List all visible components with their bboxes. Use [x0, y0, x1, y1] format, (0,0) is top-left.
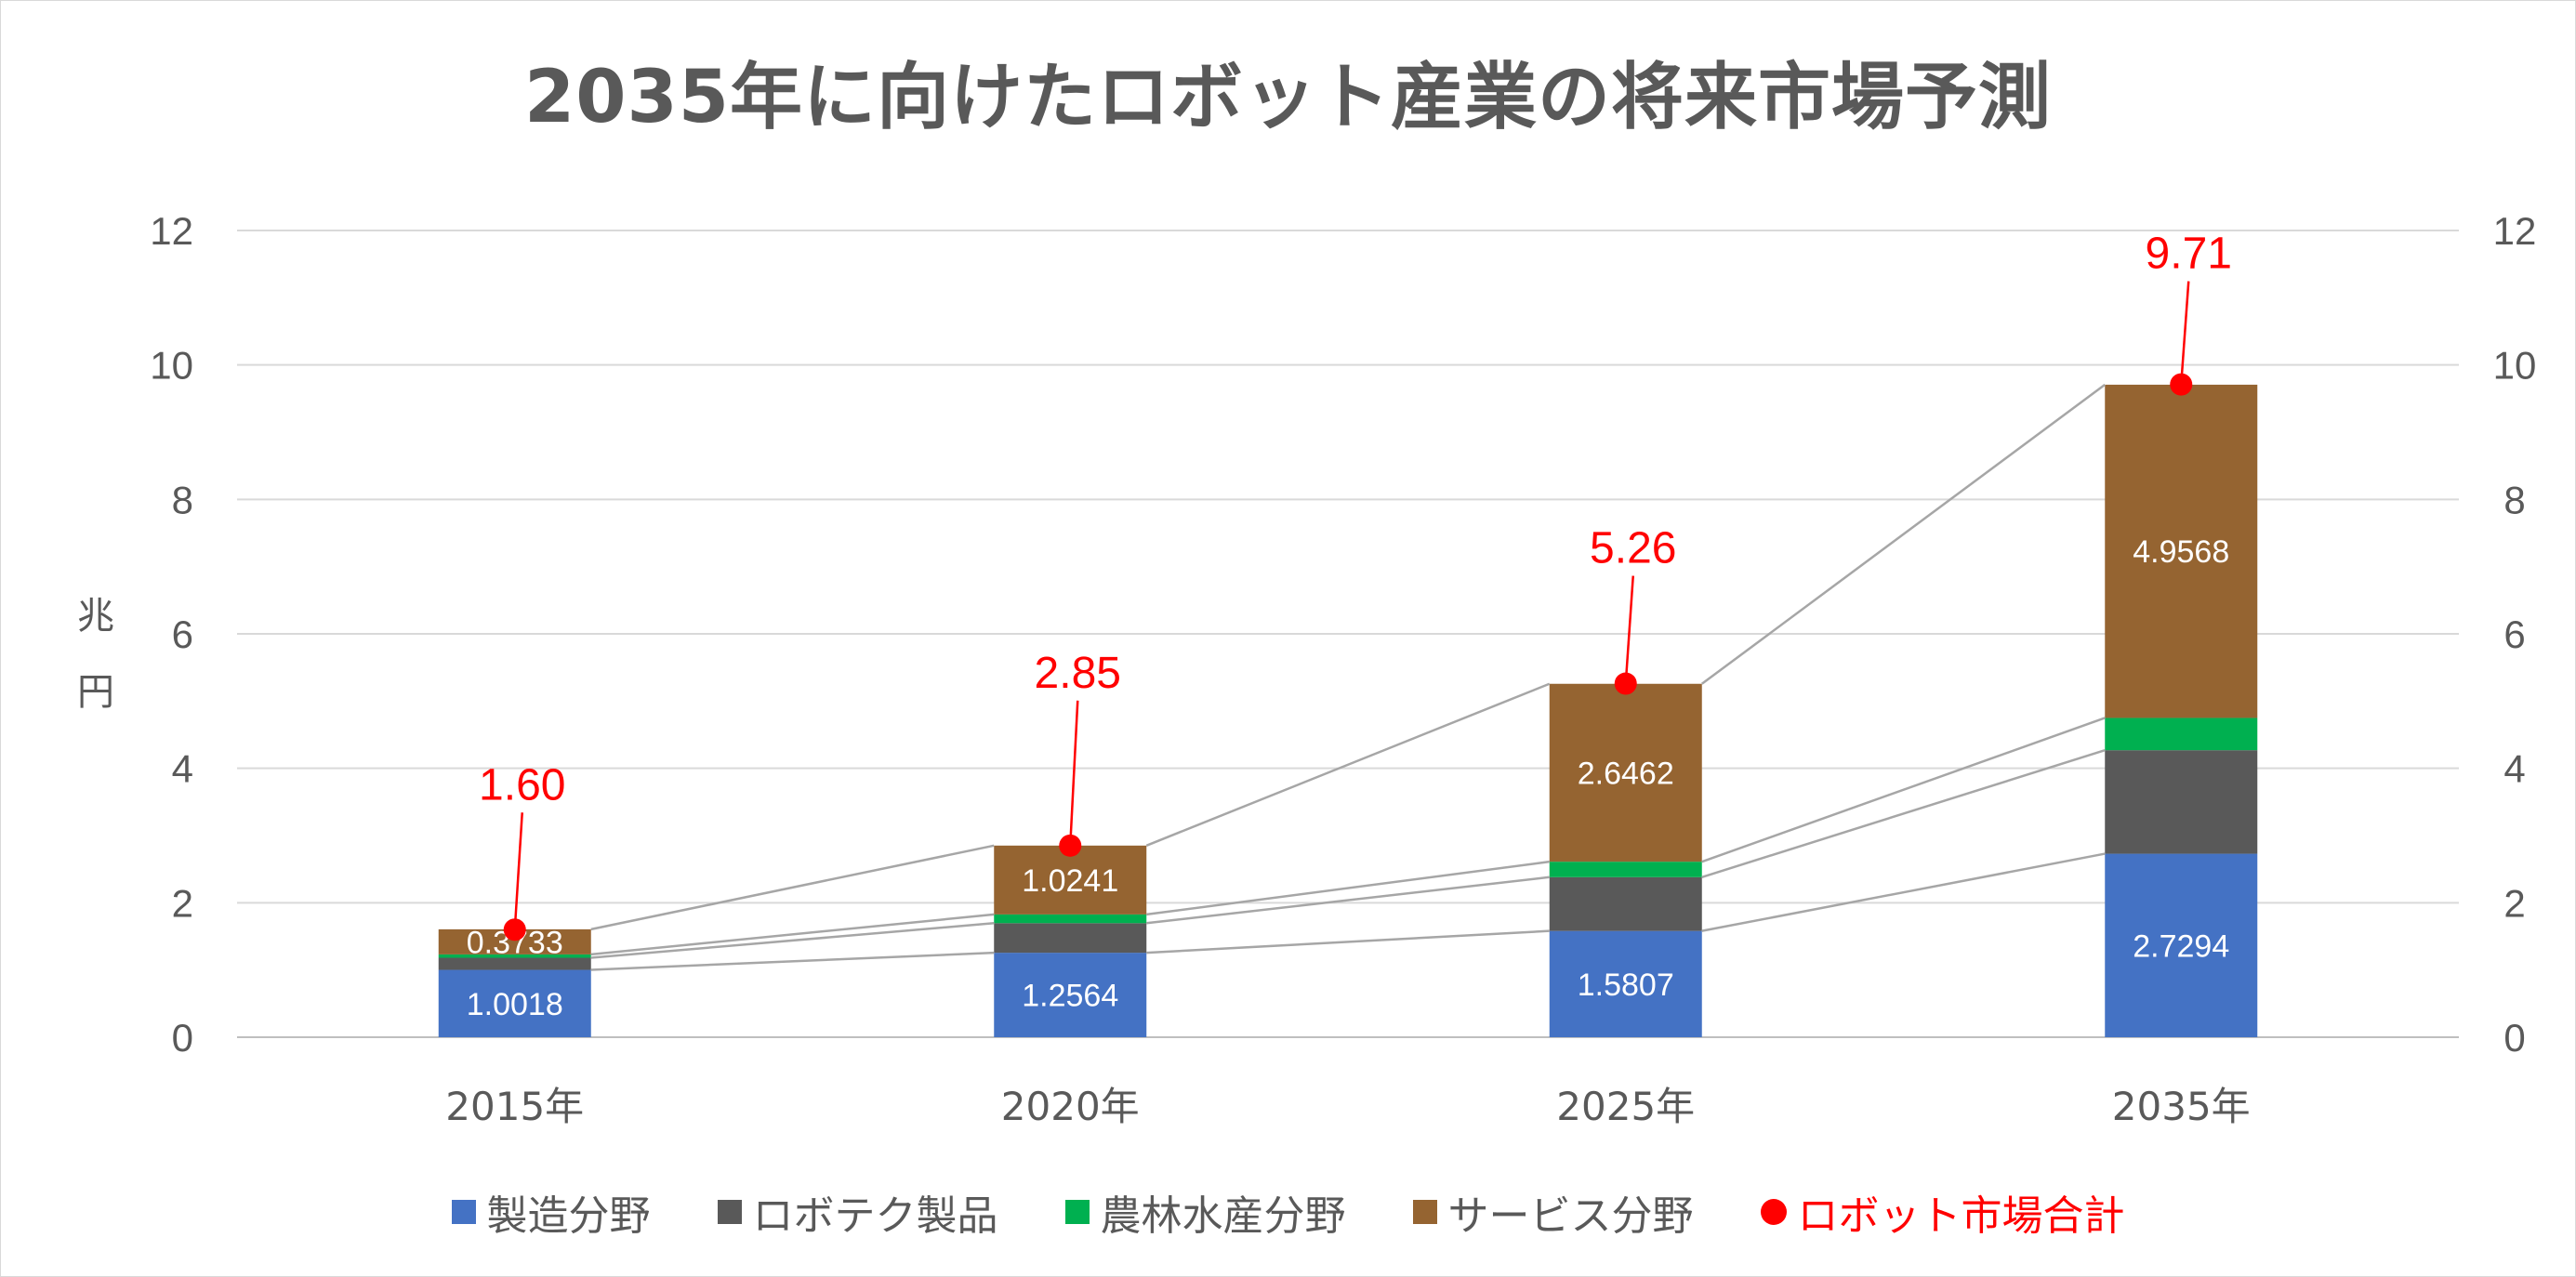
legend-item: サービス分野 — [1412, 1182, 1694, 1242]
series-line — [1145, 682, 1551, 847]
bar-value-label: 2.6462 — [1578, 756, 1674, 791]
x-tick-label: 2025年 — [1556, 1084, 1695, 1129]
y-tick-label: 8 — [172, 478, 193, 521]
legend-item: 農林水産分野 — [1064, 1182, 1346, 1242]
y-axis-label-char: 円 — [77, 671, 114, 714]
bar-segment — [994, 923, 1147, 954]
bars — [438, 384, 2258, 1037]
total-marker — [2170, 373, 2193, 396]
legend-label: サービス分野 — [1447, 1192, 1694, 1240]
series-line — [1701, 852, 2106, 932]
total-leader-line — [1624, 575, 1634, 684]
total-value-label: 2.85 — [1035, 649, 1121, 698]
legend-label: ロボテク製品 — [752, 1192, 998, 1240]
secondary-y-tick-label: 10 — [2493, 344, 2537, 388]
bar-segment — [2105, 750, 2258, 854]
legend-label: 製造分野 — [486, 1192, 651, 1240]
bar-segment — [438, 969, 591, 1037]
total-marker — [503, 918, 526, 941]
bar-value-label: 2.7294 — [2133, 928, 2229, 964]
series-line — [1146, 875, 1550, 925]
y-tick-label: 12 — [150, 209, 193, 253]
legend: 製造分野 ロボテク製品 農林水産分野 サービス分野 ロボット市場合計 — [0, 1182, 2576, 1242]
bar-segment — [2105, 717, 2258, 751]
secondary-y-tick-label: 8 — [2503, 478, 2525, 521]
total-value-label: 1.60 — [479, 760, 565, 810]
gridlines — [237, 230, 2459, 1038]
legend-item: ロボテク製品 — [717, 1182, 998, 1242]
total-marker — [1059, 834, 1082, 857]
series-line — [590, 913, 995, 956]
series-lines — [590, 383, 2106, 971]
y-tick-label: 6 — [172, 612, 193, 656]
x-tick-label: 2035年 — [2112, 1084, 2251, 1129]
total-leader-line — [513, 812, 523, 930]
legend-swatch — [1064, 1200, 1090, 1224]
legend-swatch — [717, 1200, 742, 1224]
bar-segment — [994, 845, 1147, 915]
total-value-label: 9.71 — [2146, 230, 2232, 279]
series-line — [1146, 929, 1550, 954]
y-axis-label: 兆円 — [73, 578, 119, 731]
bar-segment — [2105, 384, 2258, 718]
total-value-label: 5.26 — [1590, 524, 1676, 573]
bar-segment — [438, 954, 591, 958]
secondary-y-tick-label: 4 — [2503, 747, 2525, 791]
bar-value-label: 1.0018 — [467, 987, 563, 1022]
total-marker — [1614, 672, 1637, 695]
x-tick-label: 2015年 — [445, 1084, 584, 1129]
total-leader-line — [1069, 700, 1079, 846]
legend-item: 製造分野 — [451, 1182, 651, 1242]
legend-marker — [1760, 1199, 1787, 1225]
bar-segment — [1549, 876, 1702, 931]
bar-segment — [1549, 683, 1702, 862]
bar-value-label: 1.5807 — [1578, 968, 1674, 1003]
series-line — [590, 951, 995, 971]
series-line — [1701, 748, 2106, 878]
legend-item: ロボット市場合計 — [1760, 1182, 2125, 1242]
chart-title: 2035年に向けたロボット産業の将来市場予測 — [523, 56, 2053, 139]
bar-segment — [1549, 930, 1702, 1037]
x-tick-label: 2020年 — [1001, 1084, 1140, 1129]
legend-label: 農林水産分野 — [1100, 1192, 1346, 1240]
secondary-y-tick-label: 12 — [2493, 209, 2537, 253]
y-tick-label: 10 — [150, 344, 193, 388]
y-tick-label: 0 — [172, 1016, 193, 1060]
legend-swatch — [451, 1200, 476, 1224]
secondary-y-tick-label: 0 — [2503, 1016, 2525, 1060]
bar-segment — [1549, 862, 1702, 877]
series-line — [1146, 860, 1550, 916]
y-tick-label: 4 — [172, 747, 193, 791]
bar-segment — [438, 957, 591, 970]
secondary-y-tick-label: 2 — [2503, 881, 2525, 925]
bar-value-label: 1.0241 — [1022, 863, 1118, 899]
series-line — [1701, 717, 2106, 863]
series-line — [590, 844, 995, 931]
bar-value-label: 1.2564 — [1022, 979, 1118, 1014]
legend-swatch — [1412, 1200, 1437, 1224]
total-markers: 1.60 2.85 5.26 9.71 — [479, 230, 2232, 941]
bar-value-label: 4.9568 — [2133, 534, 2229, 570]
y-axis-label-char: 兆 — [77, 595, 114, 638]
axis-ticks: 0 0 2 2 4 4 6 6 8 8 10 10 12 12 2015年 2020年 2025年 2035年 — [150, 209, 2536, 1129]
y-tick-label: 2 — [172, 881, 193, 925]
bar-segment — [994, 953, 1147, 1037]
series-line — [1701, 383, 2106, 685]
total-leader-line — [2180, 281, 2190, 385]
legend-label: ロボット市場合計 — [1797, 1192, 2125, 1240]
bar-segment — [2105, 853, 2258, 1037]
bar-segment — [994, 914, 1147, 924]
secondary-y-tick-label: 6 — [2503, 612, 2525, 656]
series-line — [590, 922, 995, 959]
data-labels: 1.0018 1.2564 1.58072.72940.37331.02412.64… — [467, 534, 2230, 1022]
